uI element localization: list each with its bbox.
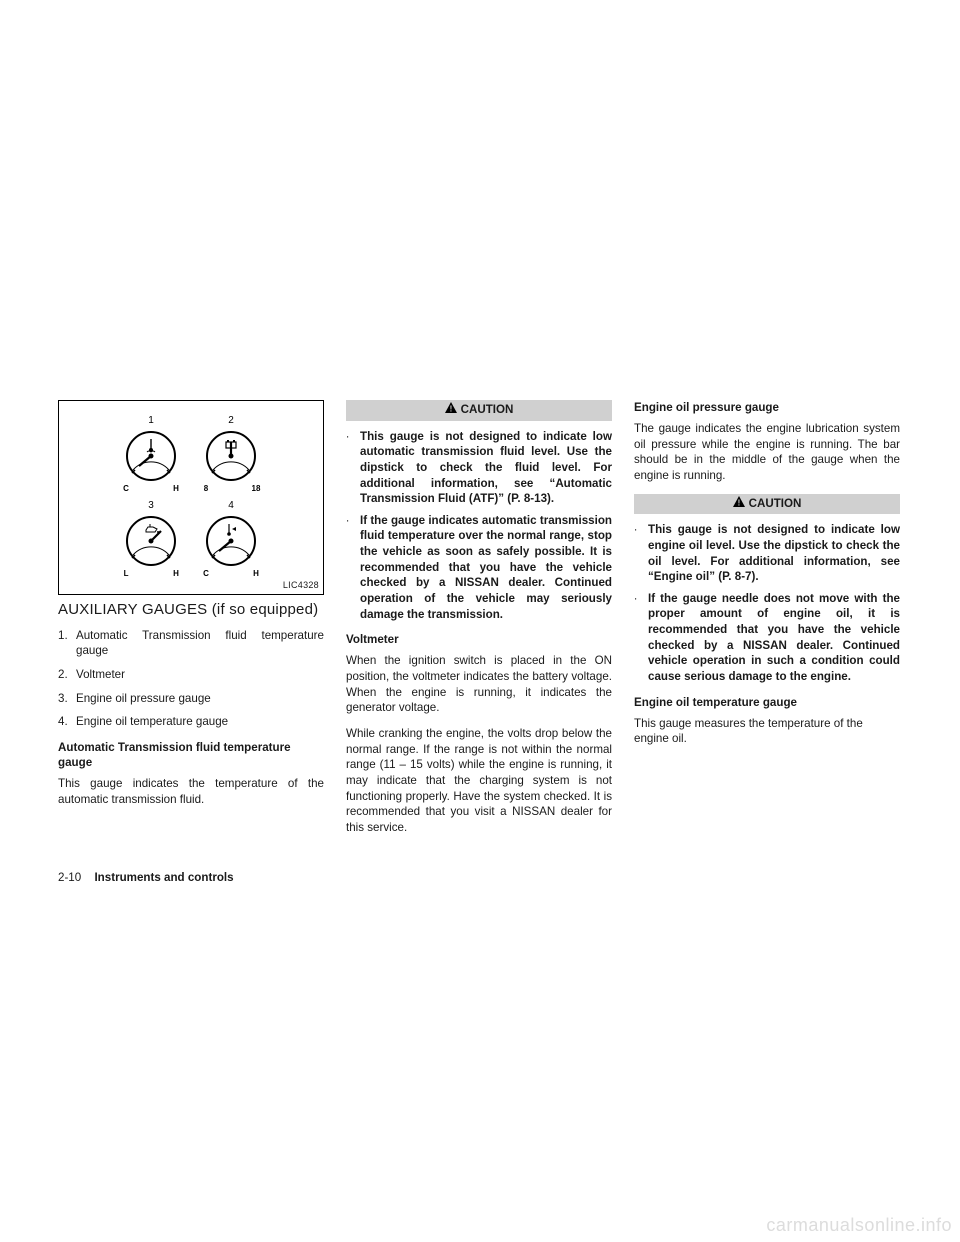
gauge-1-number: 1 <box>148 415 154 426</box>
oil-pressure-heading: Engine oil pressure gauge <box>634 400 900 415</box>
gauges-diagram: 1 C H <box>106 411 276 581</box>
page-footer: 2-10 Instruments and controls <box>58 871 234 884</box>
oil-temp-paragraph: This gauge measures the temperature of t… <box>634 716 900 747</box>
gauge-legend-list: 1.Automatic Transmission fluid temperatu… <box>58 628 324 730</box>
caution-item: ∙This gauge is not designed to indicate … <box>634 522 900 585</box>
caution-label: CAUTION <box>461 402 514 418</box>
list-item: 3.Engine oil pressure gauge <box>58 691 324 707</box>
gauge-2-left: 8 <box>204 484 209 493</box>
oil-pressure-paragraph: The gauge indicates the engine lubricati… <box>634 421 900 484</box>
section-title: AUXILIARY GAUGES (if so equipped) <box>58 601 324 620</box>
gauge-3-number: 3 <box>148 500 154 511</box>
gauge-4-right: H <box>253 569 259 578</box>
figure-code: LIC4328 <box>283 579 319 591</box>
atf-gauge-heading: Automatic Transmission fluid temperature… <box>58 740 324 770</box>
voltmeter-heading: Voltmeter <box>346 632 612 647</box>
list-item: 2.Voltmeter <box>58 667 324 683</box>
list-item: 1.Automatic Transmission fluid temperatu… <box>58 628 324 659</box>
caution-list: ∙This gauge is not designed to indicate … <box>634 522 900 684</box>
column-3: Engine oil pressure gauge The gauge indi… <box>634 400 900 845</box>
gauge-1-right: H <box>173 484 179 493</box>
watermark: carmanualsonline.info <box>766 1215 952 1236</box>
voltmeter-p2: While cranking the engine, the volts dro… <box>346 726 612 835</box>
gauge-2-number: 2 <box>228 415 234 426</box>
page-content: 1 C H <box>58 400 902 845</box>
page-number: 2-10 <box>58 871 81 884</box>
caution-item: ∙If the gauge needle does not move with … <box>634 591 900 685</box>
column-1: 1 C H <box>58 400 324 845</box>
list-item: 4.Engine oil temperature gauge <box>58 714 324 730</box>
svg-text:!: ! <box>737 498 740 507</box>
gauge-4-left: C <box>203 569 209 578</box>
caution-list: ∙This gauge is not designed to indicate … <box>346 429 612 623</box>
caution-heading: ! CAUTION <box>346 400 612 421</box>
caution-label: CAUTION <box>749 496 802 512</box>
gauge-3-right: H <box>173 569 179 578</box>
chapter-title: Instruments and controls <box>94 871 233 884</box>
voltmeter-p1: When the ignition switch is placed in th… <box>346 653 612 716</box>
caution-heading: ! CAUTION <box>634 494 900 515</box>
svg-text:!: ! <box>449 405 452 414</box>
gauge-figure: 1 C H <box>58 400 324 595</box>
caution-item: ∙This gauge is not designed to indicate … <box>346 429 612 507</box>
atf-gauge-paragraph: This gauge indicates the temperature of … <box>58 776 324 807</box>
column-2: ! CAUTION ∙This gauge is not designed to… <box>346 400 612 845</box>
warning-icon: ! <box>445 402 457 418</box>
gauge-2-right: 18 <box>252 484 261 493</box>
gauge-1-left: C <box>123 484 129 493</box>
gauge-4-number: 4 <box>228 500 234 511</box>
oil-temp-heading: Engine oil temperature gauge <box>634 695 900 710</box>
caution-item: ∙If the gauge indicates automatic transm… <box>346 513 612 622</box>
warning-icon: ! <box>733 496 745 512</box>
gauge-3-left: L <box>124 569 129 578</box>
